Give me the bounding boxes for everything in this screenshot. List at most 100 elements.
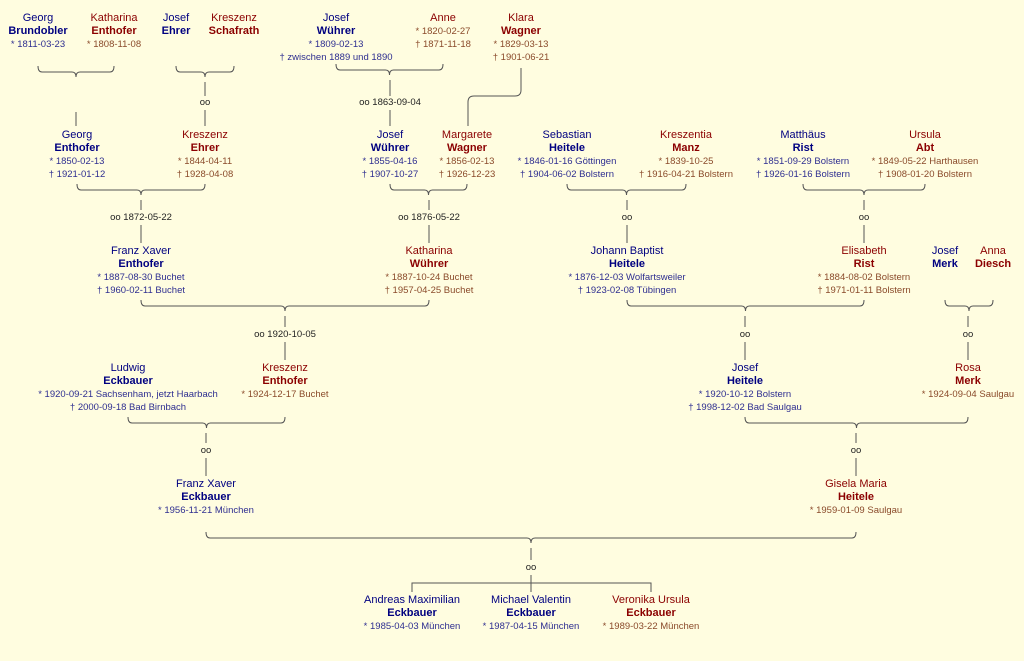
first-name: Kreszenz <box>182 129 228 141</box>
person-anne[interactable]: Anne * 1820-02-27 † 1871-11-18 <box>415 12 471 51</box>
last-name: Eckbauer <box>103 375 153 387</box>
person-kreszentia-manz[interactable]: Kreszentia Manz * 1839-10-25 † 1916-04-21 B… <box>639 129 733 181</box>
birth-date: * 1887-10-24 Buchet <box>385 272 473 283</box>
brace-enthofer-wuehrer <box>140 299 430 312</box>
last-name: Heitele <box>608 258 646 270</box>
death-date: † 1871-11-18 <box>415 39 471 50</box>
last-name: Eckbauer <box>387 607 437 619</box>
last-name: Eckbauer <box>181 491 231 503</box>
person-josef-heitele[interactable]: Josef Heitele * 1920-10-12 Bolstern † 1998-… <box>688 362 802 414</box>
person-michael-valentin-eckbauer[interactable]: Michael Valentin Eckbauer * 1987-04-15 Mün… <box>483 594 580 633</box>
person-sebastian-heitele[interactable]: Sebastian Heitele * 1846-01-16 Göttingen † … <box>518 129 617 181</box>
brace-heitele-rist <box>626 299 865 312</box>
person-franz-xaver-eckbauer[interactable]: Franz Xaver Eckbauer * 1956-11-21 München <box>158 478 254 517</box>
marriage-eckbauer-heitele: oo <box>525 562 537 573</box>
birth-date: * 1846-01-16 Göttingen <box>517 156 617 167</box>
person-rosa-merk[interactable]: Rosa Merk * 1924-09-04 Saulgau <box>922 362 1014 401</box>
marriage-heitele-rist: oo <box>739 329 751 340</box>
death-date: † 1907-10-27 <box>361 169 419 180</box>
brace-eckbauer-enthofer <box>127 416 286 429</box>
birth-date: * 1920-10-12 Bolstern <box>698 389 792 400</box>
last-name: Enthofer <box>262 375 308 387</box>
person-anna-diesch[interactable]: Anna Diesch <box>975 245 1011 271</box>
marriage-wuehrer-wagner: oo 1876-05-22 <box>398 212 460 223</box>
birth-date: * 1808-11-08 <box>86 39 142 50</box>
person-josef-merk[interactable]: Josef Merk <box>932 245 958 271</box>
brace-brundobler-enthofer <box>37 65 115 78</box>
marriage-eckbauer-enthofer: oo <box>200 445 212 456</box>
marriage-heitele-merk: oo <box>850 445 862 456</box>
brace-enthofer-ehrer <box>76 183 206 196</box>
person-ursula-abt[interactable]: Ursula Abt * 1849-05-22 Harthausen † 1908-0… <box>872 129 979 181</box>
marriage-enthofer-ehrer: oo 1872-05-22 <box>110 212 172 223</box>
death-date: † 1921-01-12 <box>48 169 106 180</box>
death-date: † 1926-12-23 <box>438 169 496 180</box>
person-georg-enthofer[interactable]: Georg Enthofer * 1850-02-13 † 1921-01-12 <box>49 129 106 181</box>
last-name: Rist <box>853 258 875 270</box>
last-name: Enthofer <box>91 25 137 37</box>
first-name: Kreszentia <box>660 129 712 141</box>
brace-merk-diesch <box>944 299 994 312</box>
death-date: † 1971-01-11 Bolstern <box>817 285 911 296</box>
person-josef-ehrer[interactable]: Josef Ehrer <box>162 12 191 38</box>
last-name: Heitele <box>548 142 586 154</box>
person-franz-xaver-enthofer[interactable]: Franz Xaver Enthofer * 1887-08-30 Buchet † … <box>97 245 185 297</box>
first-name: Josef <box>162 12 190 24</box>
first-name: Anna <box>980 245 1006 257</box>
birth-date: * 1989-03-22 München <box>602 621 700 632</box>
last-name: Rist <box>792 142 814 154</box>
brace-rist-abt <box>802 183 926 196</box>
first-name: Katharina <box>90 12 138 24</box>
last-name: Heitele <box>837 491 875 503</box>
death-date: † 1923-02-08 Tübingen <box>577 285 677 296</box>
person-georg-brundobler[interactable]: Georg Brundobler * 1811-03-23 <box>8 12 67 51</box>
death-date: † 1998-12-02 Bad Saulgau <box>688 402 802 413</box>
birth-date: * 1851-09-29 Bolstern <box>756 156 850 167</box>
last-name: Eckbauer <box>626 607 676 619</box>
first-name: Johann Baptist <box>590 245 664 257</box>
marriage-heitele-manz: oo <box>621 212 633 223</box>
birth-date: * 1876-12-03 Wolfartsweiler <box>568 272 686 283</box>
first-name: Franz Xaver <box>176 478 236 490</box>
person-klara-wagner[interactable]: Klara Wagner * 1829-03-13 † 1901-06-21 <box>493 12 550 64</box>
person-ludwig-eckbauer[interactable]: Ludwig Eckbauer * 1920-09-21 Sachsenham, j… <box>38 362 218 414</box>
birth-date: * 1959-01-09 Saulgau <box>809 505 903 516</box>
first-name: Franz Xaver <box>111 245 171 257</box>
person-katharina-wuehrer[interactable]: Katharina Wührer * 1887-10-24 Buchet † 1957… <box>385 245 474 297</box>
person-josef-wuehrer-1855[interactable]: Josef Wührer * 1855-04-16 † 1907-10-27 <box>362 129 419 181</box>
birth-date: * 1820-02-27 <box>415 26 471 37</box>
first-name: Sebastian <box>542 129 592 141</box>
brace-heitele-merk <box>744 416 969 429</box>
person-veronika-ursula-eckbauer[interactable]: Veronika Ursula Eckbauer * 1989-03-22 Münc… <box>603 594 700 633</box>
death-date: † 1926-01-16 Bolstern <box>755 169 851 180</box>
brace-ehrer-schafrath <box>175 65 235 78</box>
person-kreszenz-enthofer[interactable]: Kreszenz Enthofer * 1924-12-17 Buchet <box>241 362 328 401</box>
person-gisela-maria-heitele[interactable]: Gisela Maria Heitele * 1959-01-09 Saulgau <box>810 478 902 517</box>
first-name: Josef <box>376 129 404 141</box>
birth-date: * 1839-10-25 <box>658 156 714 167</box>
last-name: Wagner <box>447 142 487 154</box>
person-matthaeus-rist[interactable]: Matthäus Rist * 1851-09-29 Bolstern † 1926-… <box>756 129 850 181</box>
birth-date: * 1811-03-23 <box>10 39 66 50</box>
person-katharina-enthofer-1808[interactable]: Katharina Enthofer * 1808-11-08 <box>87 12 141 51</box>
first-name: Veronika Ursula <box>612 594 690 606</box>
person-josef-wuehrer-1809[interactable]: Josef Wührer * 1809-02-13 † zwischen 1889 u… <box>279 12 392 64</box>
person-kreszenz-ehrer[interactable]: Kreszenz Ehrer * 1844-04-11 † 1928-04-08 <box>177 129 234 181</box>
marriage-ehrer-schafrath: oo <box>199 97 211 108</box>
birth-date: * 1956-11-21 München <box>158 505 254 516</box>
last-name: Enthofer <box>118 258 164 270</box>
person-margarete-wagner[interactable]: Margarete Wagner * 1856-02-13 † 1926-12-23 <box>439 129 496 181</box>
person-johann-baptist-heitele[interactable]: Johann Baptist Heitele * 1876-12-03 Wolfar… <box>568 245 685 297</box>
birth-date: * 1924-12-17 Buchet <box>241 389 329 400</box>
brace-eckbauer-heitele <box>205 531 857 544</box>
last-name: Eckbauer <box>506 607 556 619</box>
person-andreas-maximilian-eckbauer[interactable]: Andreas Maximilian Eckbauer * 1985-04-03 M… <box>364 594 461 633</box>
person-elisabeth-rist[interactable]: Elisabeth Rist * 1884-08-02 Bolstern † 1971… <box>817 245 910 297</box>
last-name: Ehrer <box>190 142 220 154</box>
first-name: Michael Valentin <box>491 594 571 606</box>
person-kreszenz-schafrath[interactable]: Kreszenz Schafrath <box>209 12 260 38</box>
brace-wuehrer-anne <box>335 63 444 76</box>
last-name: Wührer <box>409 258 449 270</box>
death-date: † 1957-04-25 Buchet <box>384 285 474 296</box>
